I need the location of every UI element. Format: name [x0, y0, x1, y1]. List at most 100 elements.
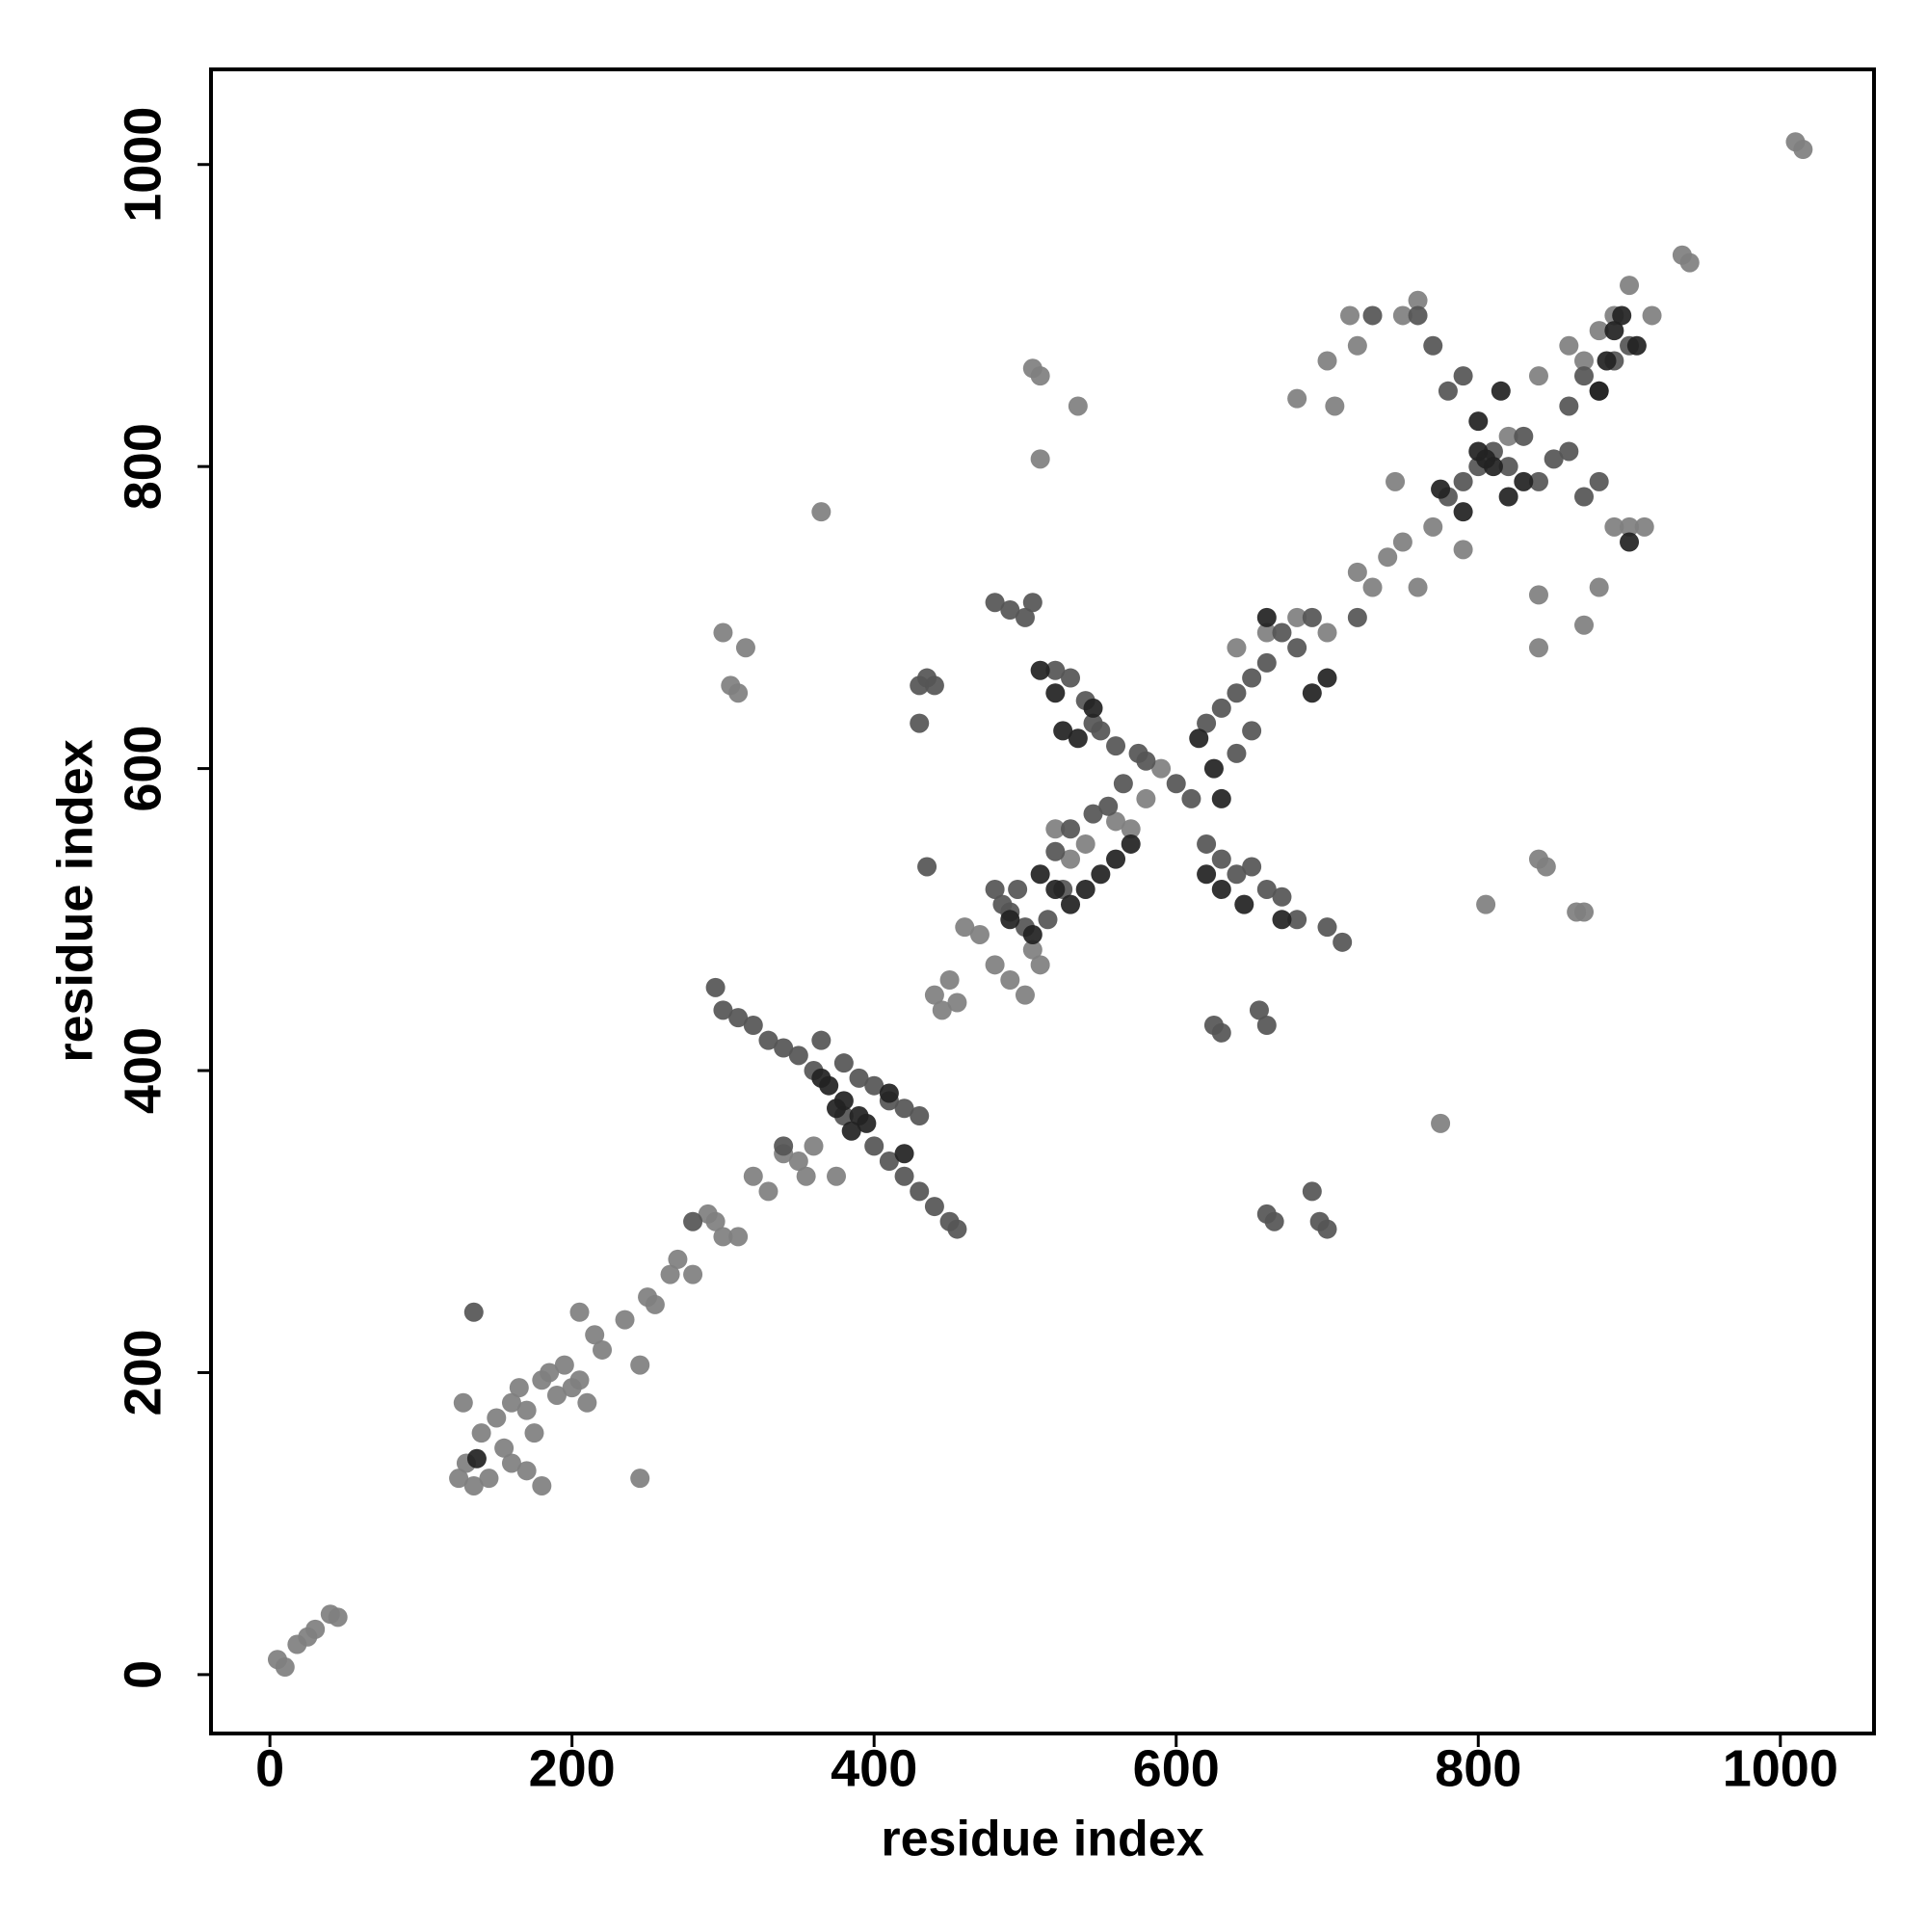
point: [524, 1423, 544, 1443]
point: [1620, 276, 1640, 296]
point: [1574, 615, 1595, 635]
point: [1045, 841, 1066, 861]
point: [1498, 426, 1518, 446]
point: [894, 1144, 914, 1164]
point: [487, 1408, 507, 1428]
point: [743, 1166, 763, 1186]
point: [1136, 788, 1156, 808]
point: [1256, 622, 1277, 643]
point: [275, 1657, 295, 1678]
point: [985, 955, 1005, 975]
point: [1634, 516, 1654, 537]
point: [1256, 1016, 1277, 1036]
point: [516, 1461, 537, 1481]
point: [788, 1045, 808, 1066]
point: [758, 1181, 779, 1202]
point: [1574, 487, 1595, 507]
point: [1392, 532, 1412, 552]
point: [1211, 879, 1231, 899]
point: [645, 1294, 665, 1314]
y-tick-label: 1000: [114, 107, 172, 223]
point: [1333, 932, 1353, 952]
point: [705, 977, 726, 997]
point: [1197, 864, 1217, 885]
point: [1626, 335, 1647, 356]
point: [1234, 894, 1254, 914]
point: [1325, 396, 1345, 416]
point: [1121, 819, 1141, 839]
point: [1620, 532, 1640, 552]
point: [1408, 577, 1428, 597]
point: [774, 1038, 794, 1058]
point: [1604, 321, 1624, 341]
point: [569, 1370, 590, 1390]
point: [577, 1392, 597, 1413]
point: [796, 1166, 816, 1186]
point: [1362, 305, 1383, 326]
point: [841, 1121, 861, 1141]
point: [1098, 796, 1119, 816]
point: [1203, 758, 1224, 779]
point: [1453, 502, 1473, 522]
x-tick-label: 800: [1435, 1739, 1521, 1797]
point: [1604, 516, 1624, 537]
point: [1453, 366, 1473, 386]
point: [910, 1106, 930, 1126]
point: [1498, 487, 1518, 507]
point: [1423, 335, 1443, 356]
point: [1091, 864, 1111, 885]
point: [1431, 1113, 1451, 1133]
point: [1574, 902, 1595, 922]
point: [728, 1008, 749, 1028]
point: [1272, 910, 1292, 930]
point: [501, 1392, 521, 1413]
point: [894, 1098, 914, 1119]
point: [1249, 1000, 1269, 1020]
point: [1083, 804, 1103, 824]
point: [735, 638, 755, 658]
point: [1317, 622, 1337, 643]
point: [1317, 1219, 1337, 1239]
point: [1061, 849, 1081, 869]
point: [569, 1302, 590, 1322]
point: [1528, 471, 1548, 491]
point: [1386, 471, 1406, 491]
point: [1468, 411, 1489, 432]
point: [713, 622, 733, 643]
point: [1256, 607, 1277, 627]
point: [328, 1607, 348, 1628]
point: [554, 1355, 574, 1375]
point: [1483, 457, 1503, 477]
point: [1053, 721, 1073, 741]
point: [1045, 819, 1066, 839]
x-tick-label: 1000: [1723, 1739, 1838, 1797]
point: [758, 1030, 779, 1050]
point: [894, 1166, 914, 1186]
point: [1136, 751, 1156, 771]
point: [1589, 471, 1609, 491]
point: [1113, 774, 1133, 794]
point: [1559, 335, 1579, 356]
point: [1068, 396, 1088, 416]
point: [585, 1325, 605, 1345]
point: [1068, 728, 1088, 749]
point: [1242, 668, 1262, 688]
x-tick-label: 400: [831, 1739, 917, 1797]
point: [540, 1363, 560, 1383]
point: [1045, 683, 1066, 703]
point: [1528, 638, 1548, 658]
y-tick-label: 800: [114, 423, 172, 510]
point: [683, 1264, 703, 1284]
point: [593, 1339, 613, 1360]
x-tick-label: 200: [529, 1739, 616, 1797]
point: [932, 1000, 952, 1020]
point: [1287, 388, 1307, 409]
point: [1106, 849, 1126, 869]
point: [1317, 351, 1337, 371]
point: [1083, 698, 1103, 718]
point: [1038, 910, 1058, 930]
point: [1227, 683, 1247, 703]
y-axis-label: residue index: [48, 739, 104, 1062]
point: [1227, 743, 1247, 763]
